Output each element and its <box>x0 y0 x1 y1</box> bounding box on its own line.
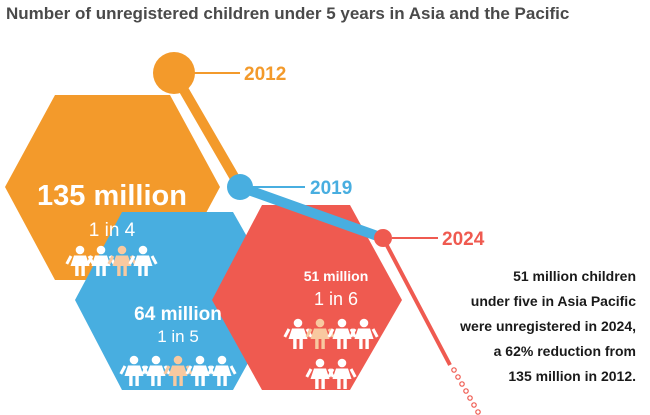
value-label-2024: 51 million <box>304 268 369 284</box>
summary-text: 51 million children under five in Asia P… <box>400 264 636 389</box>
year-label-2012: 2012 <box>244 64 286 85</box>
milestone-node-2012 <box>153 52 195 94</box>
ratio-label-2024: 1 in 6 <box>314 289 358 309</box>
year-label-2024: 2024 <box>442 229 485 250</box>
timeline-segment-2012-2019 <box>169 68 245 192</box>
page-title: Number of unregistered children under 5 … <box>6 4 570 23</box>
summary-line: under five in Asia Pacific <box>470 293 636 309</box>
value-label-2019: 64 million <box>134 304 222 325</box>
milestone-node-2019 <box>227 174 253 200</box>
summary-line: 135 million in 2012. <box>508 368 636 384</box>
timeline-segment-2024-future <box>381 237 452 366</box>
ratio-label-2012: 1 in 4 <box>89 220 136 241</box>
summary-line: were unregistered in 2024, <box>460 318 636 334</box>
timeline-dotted-trail <box>451 367 481 415</box>
summary-line: a 62% reduction from <box>493 343 636 359</box>
ratio-label-2019: 1 in 5 <box>157 327 199 346</box>
hexagon-2024 <box>212 205 402 390</box>
milestone-node-2024 <box>374 229 392 247</box>
summary-line: 51 million children <box>513 268 636 284</box>
value-label-2012: 135 million <box>37 180 187 212</box>
timeline-segment-2019-2024 <box>235 182 388 243</box>
year-label-2019: 2019 <box>310 178 352 199</box>
